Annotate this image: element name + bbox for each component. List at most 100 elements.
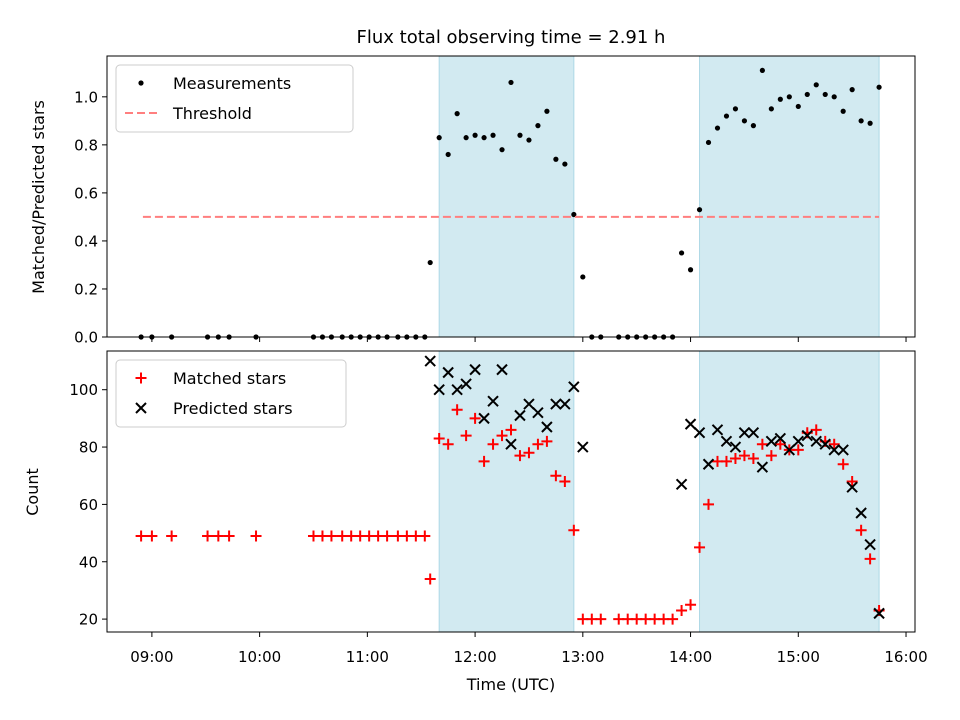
- ratio-plot-area: [106, 55, 916, 338]
- measurement-point: [553, 156, 559, 162]
- measurement-point: [705, 139, 712, 146]
- x-tick-label: 14:00: [669, 648, 712, 666]
- measurement-point: [732, 106, 739, 112]
- matched-star-point: [146, 530, 158, 542]
- measurement-point: [589, 334, 595, 340]
- matched-star-point: [568, 524, 580, 536]
- measurement-point: [562, 161, 568, 167]
- predicted-star-point: [729, 441, 742, 453]
- measurement-point: [795, 103, 801, 110]
- predicted-star-point: [873, 607, 885, 620]
- matched-star-point: [846, 475, 858, 487]
- measurement-point: [226, 334, 232, 340]
- matched-star-point: [765, 450, 777, 462]
- matched-star-point: [595, 613, 607, 625]
- predicted-star-point: [523, 398, 535, 410]
- measurement-point: [822, 91, 828, 98]
- measurement-point: [759, 67, 765, 74]
- measurement-point: [253, 334, 259, 340]
- measurement-point: [670, 334, 676, 340]
- measurement-point: [339, 334, 345, 340]
- measurement-point: [867, 120, 873, 126]
- measurement-point: [714, 125, 721, 131]
- measurement-point: [661, 334, 667, 340]
- predicted-star-point: [568, 381, 580, 393]
- predicted-star-point: [532, 406, 544, 419]
- predicted-star-point: [577, 441, 589, 453]
- measurement-point: [366, 334, 372, 340]
- matched-star-point: [720, 455, 732, 467]
- measurement-point: [319, 334, 326, 340]
- x-tick-label: 09:00: [130, 648, 173, 666]
- matched-star-point: [381, 530, 393, 542]
- predicted-star-point: [433, 384, 445, 396]
- y-tick-label: 0.4: [74, 232, 98, 250]
- measurement-point: [535, 123, 541, 129]
- predicted-star-point: [541, 421, 553, 433]
- predicted-star-point: [783, 444, 796, 456]
- predicted-star-point: [424, 355, 436, 367]
- x-tick-label: 12:00: [453, 648, 496, 666]
- matched-star-point: [532, 438, 544, 450]
- measurement-point: [849, 87, 855, 93]
- y-tick-label: 0.6: [74, 184, 98, 202]
- measurement-point: [723, 113, 730, 119]
- measurement-point: [436, 135, 442, 141]
- predicted-star-point: [684, 418, 697, 430]
- measurement-point: [813, 82, 819, 88]
- measurement-point: [652, 334, 658, 340]
- measurement-point: [149, 334, 155, 340]
- measurement-point: [357, 334, 363, 340]
- measurement-point: [463, 135, 469, 141]
- measurement-point: [777, 96, 783, 102]
- predicted-star-point: [828, 444, 840, 456]
- legend-box: [115, 359, 347, 428]
- y-tick-label: 80: [79, 439, 98, 457]
- measurement-point: [348, 334, 354, 340]
- matched-star-point: [837, 458, 849, 470]
- legend-label: Matched stars: [173, 369, 286, 388]
- predicted-star-point: [675, 478, 688, 491]
- measurement-point: [517, 132, 523, 138]
- x-tick-label: 16:00: [884, 648, 927, 666]
- legend-label: Threshold: [172, 104, 252, 123]
- measurement-point: [750, 123, 757, 129]
- matched-star-point: [250, 530, 262, 542]
- predicted-star-point: [451, 384, 463, 396]
- measurement-point: [215, 334, 221, 340]
- matched-star-point: [855, 524, 867, 536]
- predicted-star-point: [693, 427, 706, 439]
- matched-star-point: [667, 613, 679, 625]
- measurement-point: [384, 334, 390, 340]
- measurement-point: [840, 108, 846, 114]
- matched-star-point: [729, 453, 741, 465]
- matched-star-point: [487, 438, 499, 450]
- measurement-point: [598, 334, 604, 340]
- matched-star-point: [460, 430, 472, 442]
- matched-star-point: [864, 553, 876, 565]
- matched-star-point: [694, 541, 706, 553]
- ratio-panel: 0.0 0.2 0.4 0.6 0.8 1.0 Matched/Predicted sta…: [29, 55, 916, 347]
- measurement-point: [499, 147, 505, 153]
- x-tick-label: 15:00: [777, 648, 820, 666]
- measurement-point: [741, 118, 748, 124]
- predicted-star-point: [846, 481, 858, 493]
- measurement-point: [768, 106, 774, 112]
- measurement-point: [508, 79, 514, 86]
- predicted-star-point: [550, 398, 562, 410]
- predicted-star-point: [747, 427, 760, 439]
- y-tick-label: 60: [79, 496, 98, 514]
- observing-window: [699, 350, 880, 633]
- observing-window: [438, 350, 575, 633]
- y-tick-label: 0.0: [74, 329, 98, 347]
- measurement-point: [526, 137, 532, 143]
- measurement-point: [169, 334, 175, 340]
- x-tick-label: 11:00: [346, 648, 389, 666]
- measurement-point: [138, 334, 144, 340]
- predicted-star-point: [765, 435, 778, 448]
- measurement-point: [204, 334, 211, 340]
- shaded-intervals: [438, 350, 880, 633]
- measurement-point: [634, 334, 640, 340]
- matched-star-point: [685, 599, 697, 611]
- measurement-point: [858, 118, 864, 124]
